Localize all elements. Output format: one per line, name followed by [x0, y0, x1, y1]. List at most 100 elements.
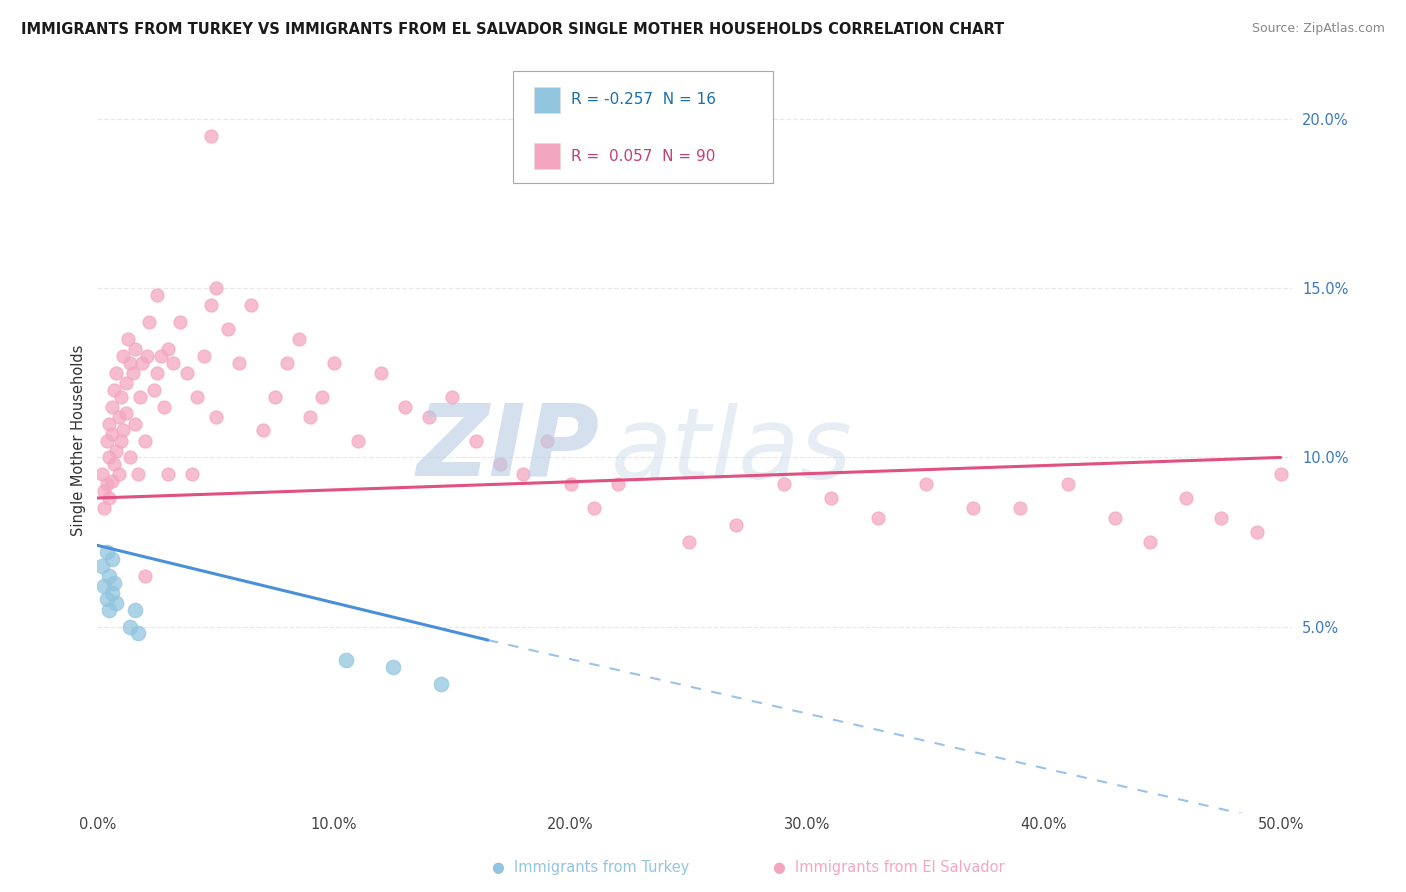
- Point: [962, 501, 984, 516]
- Point: [169, 315, 191, 329]
- Point: [1270, 467, 1292, 482]
- Point: [98, 491, 121, 505]
- Point: [287, 332, 309, 346]
- Point: [678, 535, 700, 549]
- Point: [441, 390, 464, 404]
- Point: [162, 356, 184, 370]
- Point: [100, 400, 122, 414]
- Point: [98, 450, 121, 465]
- Point: [143, 383, 166, 397]
- Text: Source: ZipAtlas.com: Source: ZipAtlas.com: [1251, 22, 1385, 36]
- Text: ZIP: ZIP: [416, 400, 599, 497]
- Y-axis label: Single Mother Households: Single Mother Households: [72, 345, 86, 536]
- Point: [394, 400, 416, 414]
- Point: [120, 619, 142, 633]
- Point: [1104, 511, 1126, 525]
- Point: [98, 569, 121, 583]
- Point: [536, 434, 558, 448]
- Point: [98, 417, 121, 431]
- Point: [150, 349, 173, 363]
- Point: [335, 653, 357, 667]
- Point: [96, 545, 118, 559]
- Point: [96, 434, 118, 448]
- Point: [145, 366, 167, 380]
- Point: [100, 552, 122, 566]
- Point: [181, 467, 204, 482]
- Text: atlas: atlas: [612, 403, 853, 500]
- Point: [107, 467, 129, 482]
- Point: [127, 626, 149, 640]
- Point: [193, 349, 215, 363]
- Point: [96, 477, 118, 491]
- Point: [152, 400, 174, 414]
- Point: [100, 585, 122, 599]
- Point: [1246, 524, 1268, 539]
- Point: [276, 356, 298, 370]
- Point: [91, 558, 114, 573]
- Point: [131, 356, 153, 370]
- Text: R = -0.257  N = 16: R = -0.257 N = 16: [571, 93, 716, 107]
- Point: [145, 288, 167, 302]
- Point: [204, 281, 226, 295]
- Point: [217, 322, 239, 336]
- Point: [100, 474, 122, 488]
- Point: [114, 376, 136, 390]
- Point: [200, 298, 222, 312]
- Point: [263, 390, 285, 404]
- Point: [96, 592, 118, 607]
- Point: [98, 602, 121, 616]
- Point: [560, 477, 582, 491]
- Point: [200, 129, 222, 144]
- Point: [465, 434, 488, 448]
- Point: [93, 579, 115, 593]
- Point: [110, 434, 132, 448]
- Point: [429, 677, 451, 691]
- Point: [1010, 501, 1032, 516]
- Point: [914, 477, 936, 491]
- Point: [186, 390, 208, 404]
- Point: [1175, 491, 1198, 505]
- Point: [228, 356, 250, 370]
- Point: [138, 315, 160, 329]
- Point: [725, 518, 748, 533]
- Point: [103, 457, 125, 471]
- Point: [105, 443, 128, 458]
- Point: [93, 501, 115, 516]
- Point: [120, 356, 142, 370]
- Point: [124, 343, 146, 357]
- Point: [1056, 477, 1078, 491]
- Point: [134, 569, 156, 583]
- Point: [1211, 511, 1233, 525]
- Point: [583, 501, 606, 516]
- Point: [346, 434, 368, 448]
- Point: [311, 390, 333, 404]
- Text: R =  0.057  N = 90: R = 0.057 N = 90: [571, 149, 716, 163]
- Point: [134, 434, 156, 448]
- Point: [512, 467, 534, 482]
- Point: [110, 390, 132, 404]
- Point: [157, 343, 180, 357]
- Point: [100, 426, 122, 441]
- Point: [370, 366, 392, 380]
- Text: IMMIGRANTS FROM TURKEY VS IMMIGRANTS FROM EL SALVADOR SINGLE MOTHER HOUSEHOLDS C: IMMIGRANTS FROM TURKEY VS IMMIGRANTS FRO…: [21, 22, 1004, 37]
- Point: [136, 349, 159, 363]
- Point: [323, 356, 346, 370]
- Point: [93, 484, 115, 499]
- Point: [1139, 535, 1161, 549]
- Point: [157, 467, 180, 482]
- Point: [240, 298, 263, 312]
- Point: [121, 366, 143, 380]
- Point: [176, 366, 198, 380]
- Point: [107, 409, 129, 424]
- Point: [820, 491, 842, 505]
- Point: [120, 450, 142, 465]
- Point: [103, 383, 125, 397]
- Text: ●  Immigrants from Turkey: ● Immigrants from Turkey: [492, 860, 689, 874]
- Text: ●  Immigrants from El Salvador: ● Immigrants from El Salvador: [773, 860, 1005, 874]
- Point: [105, 596, 128, 610]
- Point: [124, 417, 146, 431]
- Point: [103, 575, 125, 590]
- Point: [117, 332, 139, 346]
- Point: [488, 457, 510, 471]
- Point: [252, 423, 274, 437]
